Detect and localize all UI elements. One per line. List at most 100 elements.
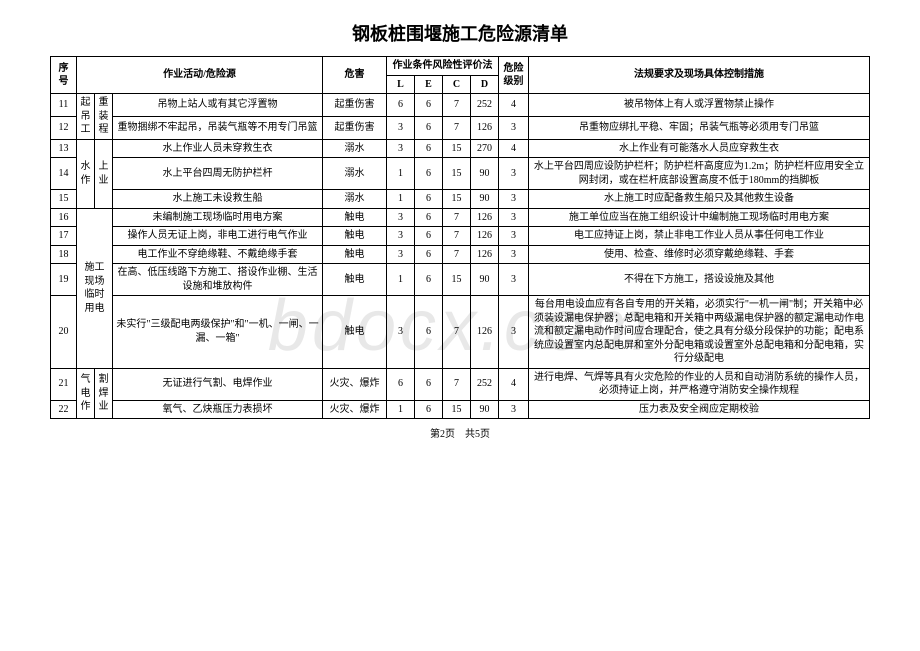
cell-seq: 22 [51,400,77,419]
cell-hazard: 起重伤害 [323,94,387,117]
cell-level: 3 [499,158,529,190]
cell-measure: 每台用电设血应有各自专用的开关箱，必须实行"一机一闸"制；开关箱中必须装设漏电保… [529,296,870,369]
cell-level: 3 [499,296,529,369]
cell-activity: 重物捆绑不牢起吊，吊装气瓶等不用专门吊篮 [113,116,323,139]
cell-measure: 不得在下方施工，搭设设施及其他 [529,264,870,296]
cell-e: 6 [415,368,443,400]
table-row: 22氧气、乙炔瓶压力表损坏火灾、爆炸1615903压力表及安全阀应定期校验 [51,400,870,419]
cell-measure: 被吊物体上有人或浮置物禁止操作 [529,94,870,117]
cell-measure: 进行电焊、气焊等具有火灾危险的作业的人员和自动消防系统的操作人员，必须持证上岗，… [529,368,870,400]
cell-activity: 吊物上站人或有其它浮置物 [113,94,323,117]
cell-category: 水作 [77,139,95,208]
cell-d: 252 [471,368,499,400]
cell-measure: 吊重物应绑扎平稳、牢固；吊装气瓶等必须用专门吊篮 [529,116,870,139]
table-row: 11起吊工重装程吊物上站人或有其它浮置物起重伤害6672524被吊物体上有人或浮… [51,94,870,117]
cell-hazard: 溺水 [323,190,387,209]
th-c: C [443,75,471,94]
cell-activity: 水上施工未设救生船 [113,190,323,209]
cell-hazard: 溺水 [323,158,387,190]
table-row: 19在高、低压线路下方施工、搭设作业棚、生活设施和堆放构件触电1615903不得… [51,264,870,296]
cell-level: 3 [499,116,529,139]
cell-activity: 无证进行气割、电焊作业 [113,368,323,400]
table-row: 15水上施工未设救生船溺水1615903水上施工时应配备救生船只及其他救生设备 [51,190,870,209]
page-title: 钢板桩围堰施工危险源清单 [50,20,870,46]
cell-hazard: 触电 [323,245,387,264]
cell-measure: 水上平台四周应设防护栏杆；防护栏杆高度应为1.2m；防护栏杆应用安全立网封闭，或… [529,158,870,190]
cell-c: 7 [443,116,471,139]
cell-activity: 水上平台四周无防护栏杆 [113,158,323,190]
cell-level: 3 [499,400,529,419]
cell-e: 6 [415,245,443,264]
cell-measure: 电工应持证上岗，禁止非电工作业人员从事任何电工作业 [529,227,870,246]
cell-activity: 在高、低压线路下方施工、搭设作业棚、生活设施和堆放构件 [113,264,323,296]
cell-d: 126 [471,296,499,369]
cell-e: 6 [415,158,443,190]
cell-level: 3 [499,264,529,296]
cell-c: 15 [443,158,471,190]
th-measure: 法规要求及现场具体控制措施 [529,57,870,94]
cell-c: 7 [443,296,471,369]
cell-d: 126 [471,227,499,246]
cell-d: 90 [471,400,499,419]
cell-seq: 21 [51,368,77,400]
cell-activity: 电工作业不穿绝缘鞋、不戴绝缘手套 [113,245,323,264]
cell-e: 6 [415,116,443,139]
cell-l: 3 [387,296,415,369]
cell-level: 3 [499,190,529,209]
cell-activity: 未实行"三级配电两级保护"和"一机、一闸、一漏、一箱" [113,296,323,369]
table-row: 16施工现场临时用电未编制施工现场临时用电方案触电3671263施工单位应当在施… [51,208,870,227]
cell-d: 90 [471,158,499,190]
cell-hazard: 溺水 [323,139,387,158]
cell-d: 90 [471,264,499,296]
cell-hazard: 触电 [323,296,387,369]
table-row: 18电工作业不穿绝缘鞋、不戴绝缘手套触电3671263使用、检查、维修时必须穿戴… [51,245,870,264]
cell-hazard: 触电 [323,264,387,296]
cell-category: 施工现场临时用电 [77,208,113,368]
cell-measure: 水上作业有可能落水人员应穿救生衣 [529,139,870,158]
cell-measure: 水上施工时应配备救生船只及其他救生设备 [529,190,870,209]
hazard-table: 序号 作业活动/危险源 危害 作业条件风险性评价法 危险级别 法规要求及现场具体… [50,56,870,419]
cell-c: 7 [443,245,471,264]
cell-d: 252 [471,94,499,117]
header-row-1: 序号 作业活动/危险源 危害 作业条件风险性评价法 危险级别 法规要求及现场具体… [51,57,870,76]
cell-seq: 15 [51,190,77,209]
cell-l: 3 [387,227,415,246]
cell-seq: 20 [51,296,77,369]
cell-c: 15 [443,264,471,296]
cell-c: 7 [443,368,471,400]
cell-category: 起吊工 [77,94,95,140]
cell-e: 6 [415,190,443,209]
cell-c: 7 [443,227,471,246]
table-row: 12重物捆绑不牢起吊，吊装气瓶等不用专门吊篮起重伤害3671263吊重物应绑扎平… [51,116,870,139]
cell-seq: 14 [51,158,77,190]
cell-d: 126 [471,245,499,264]
cell-l: 3 [387,208,415,227]
cell-measure: 施工单位应当在施工组织设计中编制施工现场临时用电方案 [529,208,870,227]
cell-e: 6 [415,296,443,369]
cell-measure: 压力表及安全阀应定期校验 [529,400,870,419]
th-hazard: 危害 [323,57,387,94]
cell-measure: 使用、检查、维修时必须穿戴绝缘鞋、手套 [529,245,870,264]
cell-d: 90 [471,190,499,209]
cell-level: 4 [499,139,529,158]
cell-l: 3 [387,116,415,139]
cell-hazard: 火灾、爆炸 [323,400,387,419]
cell-subcategory: 割焊业 [95,368,113,419]
cell-e: 6 [415,94,443,117]
cell-category: 气电作 [77,368,95,419]
th-l: L [387,75,415,94]
th-e: E [415,75,443,94]
th-d: D [471,75,499,94]
cell-d: 270 [471,139,499,158]
cell-e: 6 [415,208,443,227]
cell-seq: 16 [51,208,77,227]
cell-d: 126 [471,208,499,227]
cell-hazard: 起重伤害 [323,116,387,139]
th-method: 作业条件风险性评价法 [387,57,499,76]
cell-activity: 未编制施工现场临时用电方案 [113,208,323,227]
cell-level: 3 [499,227,529,246]
cell-hazard: 触电 [323,208,387,227]
page-footer: 第2页 共5页 [50,425,870,440]
cell-c: 7 [443,94,471,117]
cell-e: 6 [415,227,443,246]
